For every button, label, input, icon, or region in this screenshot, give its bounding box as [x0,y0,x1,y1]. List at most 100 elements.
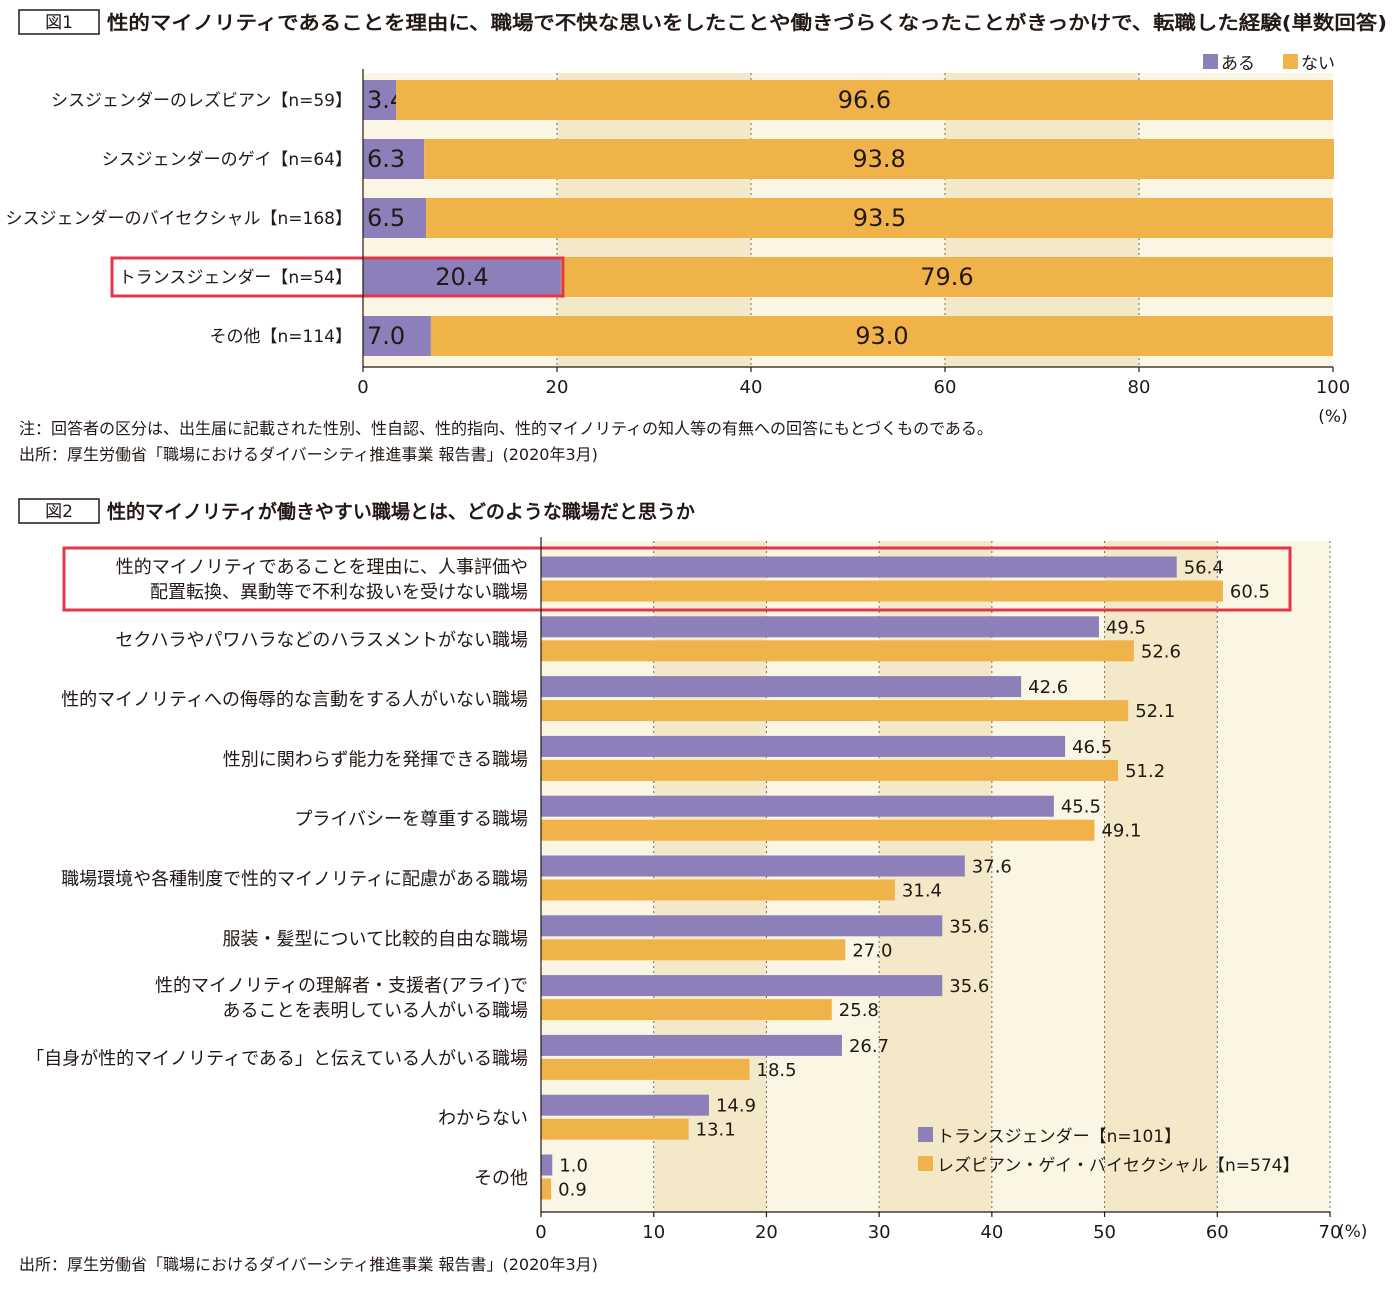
figure2-value-label-8-series-1: 18.5 [757,1060,797,1081]
figure1-legend: ある ない [1203,54,1335,74]
figure2-value-label-10-series-0: 1.0 [559,1156,588,1177]
figure2-value-label-2-series-1: 52.1 [1135,701,1175,722]
figure2-bar-10-series-1 [541,1178,552,1200]
figure2-band-6 [1217,541,1330,1212]
figure1-bars: 3.4 96.66.3 93.86.5 93.520.4 79.67.0 93.0 [110,80,1334,356]
figure2-bar-7-series-0 [541,975,943,997]
figure2-bar-0-series-1 [541,580,1223,602]
figure2-bar-5-series-0 [541,855,965,877]
figure1-tick-label-2: 40 [740,377,763,398]
figure1-value-label-2-series-0: 6.5 [367,204,405,232]
figure2-x-axis: 0 10 20 30 40 50 60 70 [535,537,1341,1243]
figure2-bar-4-series-1 [541,819,1095,841]
figure2-value-label-0-series-0: 56.4 [1184,558,1224,579]
figure2-category-label-8: 「自身が性的マイノリティである」と伝えている人がいる職場 [26,1048,528,1069]
figure1-tick-label-4: 80 [1128,377,1151,398]
figure2-value-label-9-series-0: 14.9 [716,1096,756,1117]
figure2-title: 性的マイノリティが働きやすい職場とは、どのような職場だと思うか [107,500,695,523]
figure2-category-label-0-line-0: 性的マイノリティであることを理由に、人事評価や [116,557,528,578]
figure2-value-label-10-series-1: 0.9 [558,1180,587,1201]
figure2-tick-label-4: 40 [980,1222,1003,1243]
figure1-value-label-3-series-0: 20.4 [435,263,488,291]
figure2-legend-transgender: トランスジェンダー【n=101】 [937,1127,1181,1147]
figure1-bar-1-series-0 [363,139,425,179]
figure2-value-label-4-series-0: 45.5 [1061,797,1101,818]
figure2-value-label-3-series-1: 51.2 [1125,761,1165,782]
figure2-highlight-box [62,546,1292,612]
figure1-value-label-1-series-1: 93.8 [852,145,905,173]
figure2-tick-label-7: 70 [1319,1222,1342,1243]
figure2-bar-1-series-1 [541,640,1134,662]
figure1-bar-2-series-0 [363,198,427,238]
figure2-tick-label-6: 60 [1206,1222,1229,1243]
figure1-legend-swatch-nai [1283,54,1298,69]
figure1-category-label-1: シスジェンダーのゲイ【n=64】 [102,150,352,170]
figure2-bar-0-series-0 [541,556,1177,578]
figure2-category-label-2: 性的マイノリティへの侮辱的な言動をする人がいない職場 [61,690,528,711]
figure2-bar-3-series-1 [541,759,1119,781]
figure2-unit: (%) [1338,1222,1367,1242]
figure1-badge: 図1 [45,13,73,33]
figure2-category-labels: 性的マイノリティであることを理由に、人事評価や配置転換、異動等で不利な扱いを受け… [26,557,528,1189]
figure2-tick-label-1: 10 [642,1222,665,1243]
figure1-legend-swatch-aru [1203,54,1218,69]
figure2-bar-2-series-0 [541,676,1022,698]
figure1-value-label-4-series-0: 7.0 [367,322,405,350]
figure2-value-label-3-series-0: 46.5 [1072,737,1112,758]
figure2-tick-label-3: 30 [868,1222,891,1243]
figure2-bar-6-series-1 [541,939,846,961]
figure2-bar-9-series-1 [541,1118,689,1140]
figure2-category-label-3: 性別に関わらず能力を発揮できる職場 [223,749,528,770]
figure2-legend-swatch-lgb [918,1156,933,1171]
figure2-bars: 56.4 60.5 49.5 52.6 42.6 52.1 46.5 51.2 45.549.1… [62,546,1292,1201]
figure1-bar-2-series-1 [426,198,1333,238]
figure2-value-label-9-series-1: 13.1 [696,1120,736,1141]
figure2-source: 出所：厚生労働省「職場におけるダイバーシティ推進事業 報告書」(2020年3月) [19,1255,598,1274]
figure2-category-label-0-line-1: 配置転換、異動等で不利な扱いを受けない職場 [150,582,528,603]
figure2-category-label-5: 職場環境や各種制度で性的マイノリティに配慮がある職場 [61,869,528,890]
figure2-value-label-0-series-1: 60.5 [1230,582,1270,603]
figure2-category-label-1: セクハラやパワハラなどのハラスメントがない職場 [115,630,528,651]
figure2-value-label-4-series-1: 49.1 [1101,821,1141,842]
figure1-bar-3-series-0 [363,257,561,297]
figure2-legend: トランスジェンダー【n=101】 レズビアン・ゲイ・バイセクシャル【n=574】 [918,1127,1299,1176]
figure2-bar-3-series-0 [541,735,1066,757]
figure2-tick-label-0: 0 [535,1222,546,1243]
figure1-legend-aru: ある [1221,54,1255,74]
figure2-bar-10-series-0 [541,1154,553,1176]
figure2-legend-lgb: レズビアン・ゲイ・バイセクシャル【n=574】 [937,1156,1299,1176]
figure2-header: 図2 性的マイノリティが働きやすい職場とは、どのような職場だと思うか [18,498,695,524]
figure1-title: 性的マイノリティであることを理由に、職場で不快な思いをしたことや働きづらくなった… [107,11,1387,34]
figure2-value-label-1-series-1: 52.6 [1141,641,1181,662]
figure1-tick-label-0: 0 [357,377,368,398]
figure2-bar-6-series-0 [541,915,943,937]
figure1-value-label-1-series-0: 6.3 [367,145,405,173]
figure1-badge-box [18,9,100,35]
figure2-badge-box [18,498,100,524]
figure1-legend-nai: ない [1301,54,1335,74]
figure2-tick-label-5: 50 [1093,1222,1116,1243]
figure1-category-label-2: シスジェンダーのバイセクシャル【n=168】 [6,209,352,229]
figure1-value-label-3-series-1: 79.6 [920,263,973,291]
figure2-category-label-7-line-1: あることを表明している人がいる職場 [223,1001,528,1022]
figure2-category-label-7-line-0: 性的マイノリティの理解者・支援者(アライ)で [155,976,528,997]
figure1-bar-0-series-1 [395,80,1334,120]
figure1-x-axis: 0 20 40 60 80 100 [357,69,1350,398]
figure2-bar-8-series-0 [541,1034,842,1056]
figure1-tick-label-1: 20 [546,377,569,398]
figure2-value-label-7-series-0: 35.6 [949,976,989,997]
figure1-bar-1-series-1 [424,139,1334,179]
figure2-bar-8-series-1 [541,1058,750,1080]
figure1-category-label-0: シスジェンダーのレズビアン【n=59】 [51,91,352,111]
figure2-value-label-1-series-0: 49.5 [1106,617,1146,638]
figure1-unit: (%) [1318,407,1347,427]
figure1-value-label-2-series-1: 93.5 [853,204,906,232]
figure1-source: 出所：厚生労働省「職場におけるダイバーシティ推進事業 報告書」(2020年3月) [19,445,598,464]
figure2-legend-swatch-transgender [918,1127,933,1142]
figure2-bar-2-series-1 [541,700,1129,722]
figure2-value-label-5-series-0: 37.6 [972,857,1012,878]
figure2-category-label-6: 服装・髪型について比較的自由な職場 [223,928,528,950]
figure1-category-label-4: その他【n=114】 [210,327,352,347]
figure1-value-label-4-series-1: 93.0 [855,322,908,350]
figure1-category-label-3: トランスジェンダー【n=54】 [119,268,352,288]
